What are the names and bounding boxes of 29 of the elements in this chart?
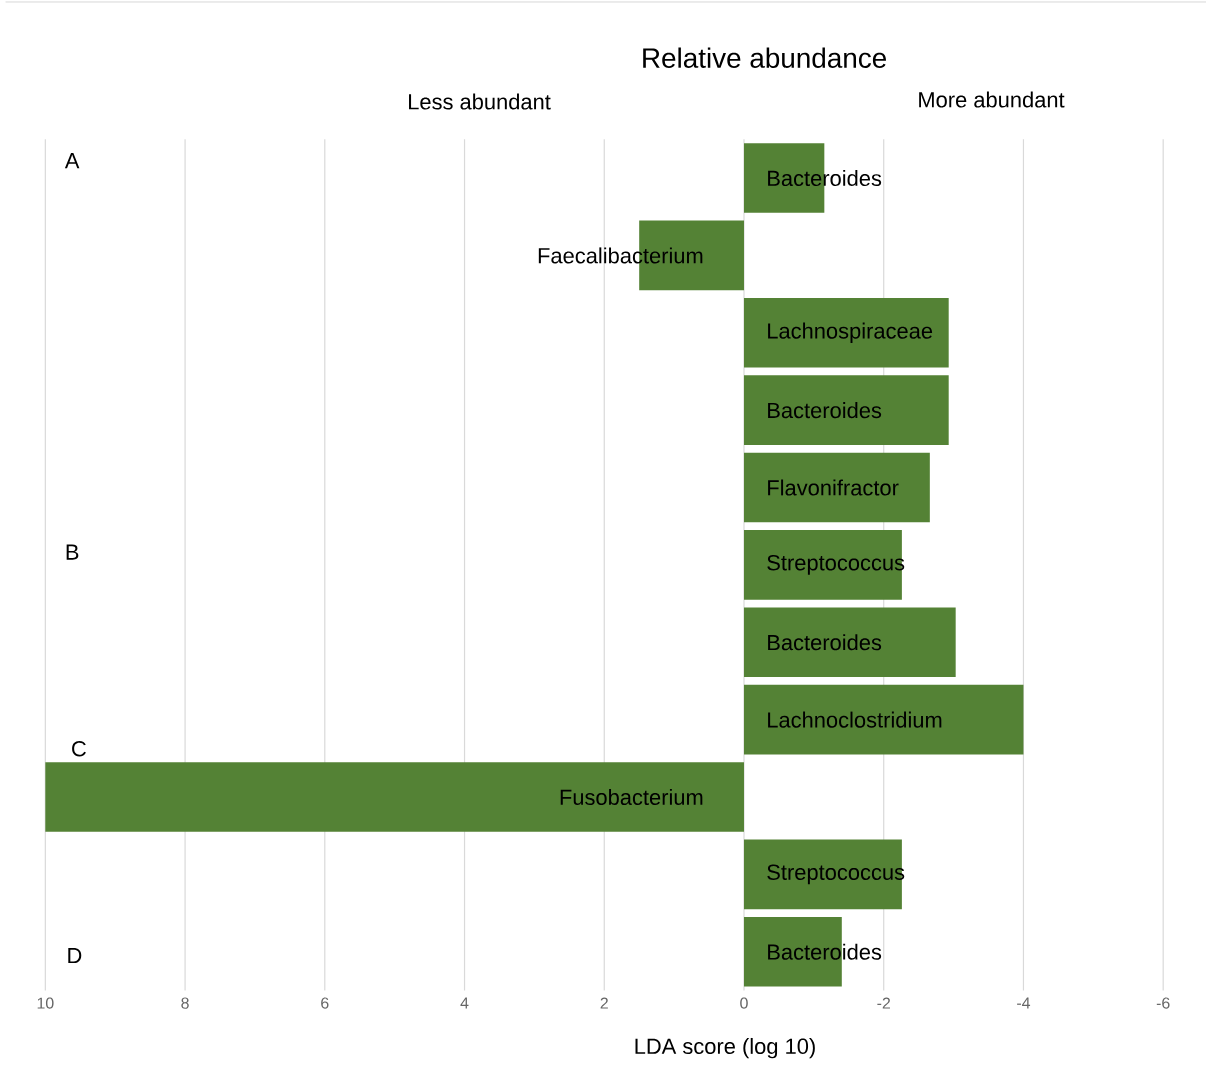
x-tick-label: 8 bbox=[181, 997, 189, 1009]
bar bbox=[743, 452, 930, 523]
y-tick-label: Lachnoclostridium bbox=[768, 711, 942, 728]
x-tick-label: 4 bbox=[460, 997, 469, 1009]
y-tick-label: Bacteroides bbox=[768, 402, 882, 419]
annotation: A bbox=[64, 153, 80, 169]
x-tick-label: -6 bbox=[1156, 997, 1170, 1009]
bar bbox=[743, 684, 1024, 755]
text: Less abundant bbox=[409, 93, 551, 110]
x-tick-label: 6 bbox=[321, 997, 329, 1009]
x-tick-label: 0 bbox=[740, 997, 748, 1009]
x-tick-label: 10 bbox=[37, 997, 54, 1009]
bar bbox=[45, 762, 744, 832]
annotation: C bbox=[72, 740, 86, 757]
x-tick-label: 2 bbox=[600, 997, 608, 1009]
y-tick-label: Bacteroides bbox=[768, 634, 882, 651]
text: More abundant bbox=[919, 91, 1065, 108]
x-tick-label: -2 bbox=[877, 997, 890, 1009]
chart-title: Relative abundance bbox=[643, 47, 886, 68]
y-tick-label: Lachnospiraceae bbox=[768, 322, 933, 343]
bar bbox=[743, 297, 949, 368]
annotation: D bbox=[68, 947, 82, 964]
x-tick-label: -4 bbox=[1017, 997, 1031, 1009]
bar bbox=[743, 375, 949, 445]
y-tick-label: Fusobacterium bbox=[560, 788, 703, 806]
y-tick-label: Flavonifractor bbox=[768, 479, 899, 496]
x-axis-title: LDA score (log 10) bbox=[635, 1037, 815, 1059]
bar bbox=[743, 607, 956, 678]
annotation: B bbox=[66, 544, 79, 560]
